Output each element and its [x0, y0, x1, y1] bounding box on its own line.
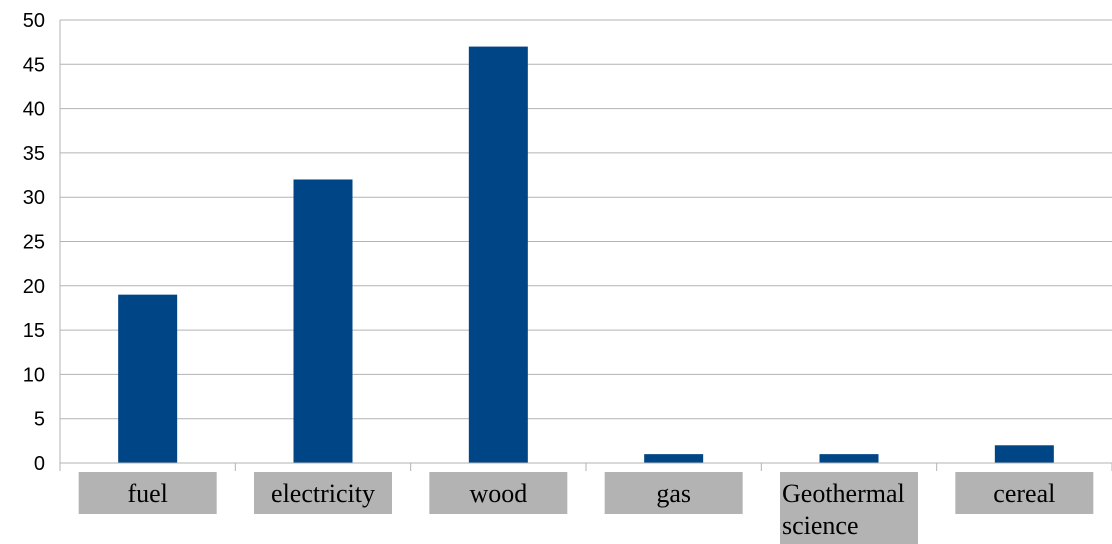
y-tick-label: 0 — [34, 453, 45, 475]
bars — [118, 46, 1054, 464]
y-tick-label: 40 — [23, 99, 45, 121]
category-label-box — [254, 472, 392, 514]
bar-gas — [644, 454, 704, 463]
gridlines — [60, 19, 1112, 464]
bar-wood — [468, 46, 528, 463]
category-label-box — [955, 472, 1094, 514]
y-tick-label: 50 — [23, 10, 45, 32]
y-axis: 0 5 10 15 20 25 30 35 40 45 50 — [23, 10, 61, 475]
bar-geothermal-science — [819, 454, 879, 463]
x-tick-label: cereal — [993, 479, 1055, 508]
x-tick-label: science — [782, 511, 859, 540]
y-tick-label: 30 — [23, 187, 45, 209]
category-label-box — [780, 472, 918, 544]
y-tick-label: 10 — [23, 364, 45, 386]
bar-cereal — [994, 445, 1054, 463]
y-tick-label: 15 — [23, 320, 45, 342]
y-tick-label: 25 — [23, 232, 45, 254]
y-tick-label: 20 — [23, 276, 45, 298]
y-tick-label: 45 — [23, 54, 45, 76]
category-label-box — [429, 472, 568, 514]
x-tick-label: Geothermal — [782, 479, 905, 508]
x-tick-label: electricity — [271, 479, 375, 508]
category-label-box — [604, 472, 743, 514]
x-tick-label: wood — [469, 479, 527, 508]
bar-electricity — [293, 179, 353, 464]
y-tick-label: 5 — [34, 409, 45, 431]
x-axis: fuel electricity wood gas Geothermal science c… — [59, 462, 1112, 544]
bar-fuel — [118, 294, 178, 463]
y-tick-label: 35 — [23, 143, 45, 165]
x-tick-label: gas — [656, 479, 691, 508]
category-label-box — [78, 472, 217, 514]
x-tick-label: fuel — [127, 479, 167, 508]
